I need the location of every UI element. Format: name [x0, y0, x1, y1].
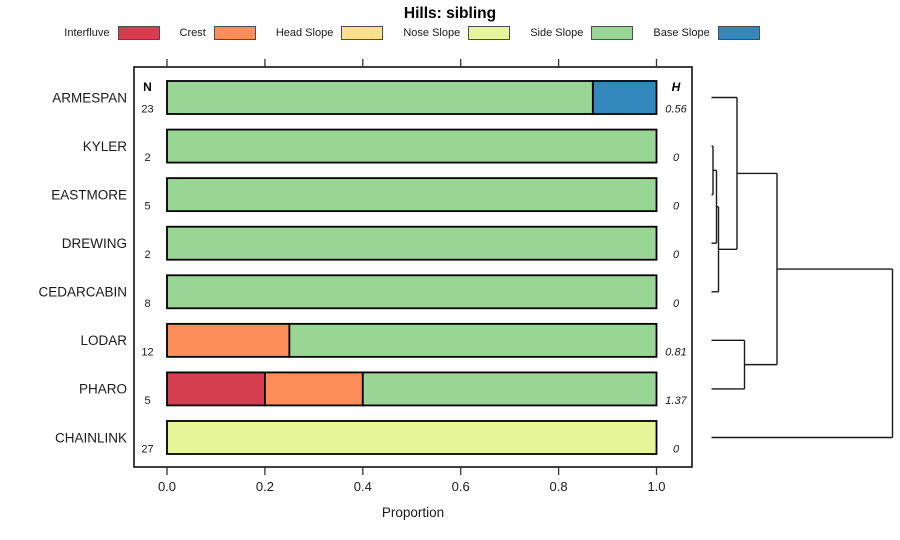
n-value: 5: [144, 201, 150, 213]
n-value: 27: [141, 443, 153, 455]
h-value: 0.81: [665, 346, 686, 358]
h-value: 0: [673, 201, 680, 213]
row-label: EASTMORE: [51, 187, 127, 202]
x-axis-tick-label: 0.8: [550, 479, 568, 494]
legend-label: Side Slope: [530, 27, 584, 39]
x-axis-tick-label: 0.0: [158, 479, 176, 494]
legend-label: Base Slope: [653, 27, 710, 39]
n-value: 23: [141, 104, 153, 116]
row-label: CHAINLINK: [55, 430, 127, 445]
row-label: ARMESPAN: [52, 90, 127, 105]
bar-segment-side-slope: [166, 80, 594, 115]
legend-swatch: [341, 26, 384, 40]
legend-label: Crest: [179, 27, 206, 39]
n-value: 2: [144, 152, 150, 164]
n-column-header: N: [143, 80, 152, 94]
legend-swatch: [117, 26, 160, 40]
h-value: 0: [673, 249, 680, 261]
legend-label: Nose Slope: [403, 27, 461, 39]
legend: Interfluve Crest Head Slope Nose Slope Side …: [0, 26, 824, 40]
legend-item-base-slope: Base Slope: [653, 26, 760, 40]
h-column-header: H: [672, 80, 681, 94]
h-value: 0.56: [665, 104, 687, 116]
bar-segment-side-slope: [166, 225, 658, 261]
row-label: DREWING: [62, 236, 127, 251]
chart-title: Hills: sibling: [403, 5, 497, 22]
bar-segment-side-slope: [166, 177, 658, 213]
n-value: 5: [144, 395, 150, 407]
row-label: CEDARCABIN: [38, 285, 127, 300]
h-value: 0: [673, 443, 680, 455]
row-label: LODAR: [80, 333, 127, 348]
legend-swatch: [468, 26, 511, 40]
bar-segment-interfluve: [166, 371, 266, 407]
legend-swatch: [213, 26, 256, 40]
legend-label: Head Slope: [275, 27, 334, 39]
bar-segment-side-slope: [288, 322, 658, 358]
bar-segment-base-slope: [591, 80, 658, 115]
x-axis-title: Proportion: [382, 505, 444, 520]
bar-segment-side-slope: [166, 274, 658, 310]
legend-swatch: [591, 26, 634, 40]
legend-item-interfluve: Interfluve: [64, 26, 160, 40]
n-value: 12: [141, 346, 153, 358]
legend-item-nose-slope: Nose Slope: [403, 26, 511, 40]
row-label: PHARO: [79, 382, 127, 397]
bar-segment-nose-slope: [166, 420, 658, 455]
x-axis-tick-label: 1.0: [647, 479, 665, 494]
n-value: 8: [144, 298, 150, 310]
x-axis-tick-label: 0.4: [354, 479, 372, 494]
row-label: KYLER: [83, 139, 128, 154]
legend-swatch: [717, 26, 760, 40]
n-value: 2: [144, 249, 150, 261]
bar-segment-side-slope: [361, 371, 658, 407]
x-axis-tick-label: 0.6: [452, 479, 470, 494]
bar-segment-crest: [166, 322, 291, 358]
legend-item-crest: Crest: [180, 26, 256, 40]
h-value: 0: [673, 298, 680, 310]
plot-border: [133, 66, 693, 468]
h-value: 1.37: [665, 395, 687, 407]
legend-label: Interfluve: [64, 27, 110, 39]
x-axis-tick-label: 0.2: [256, 479, 274, 494]
bar-segment-side-slope: [166, 128, 658, 164]
bar-segment-crest: [263, 371, 364, 407]
h-value: 0: [673, 152, 680, 164]
legend-item-side-slope: Side Slope: [530, 26, 634, 40]
legend-item-head-slope: Head Slope: [276, 26, 384, 40]
